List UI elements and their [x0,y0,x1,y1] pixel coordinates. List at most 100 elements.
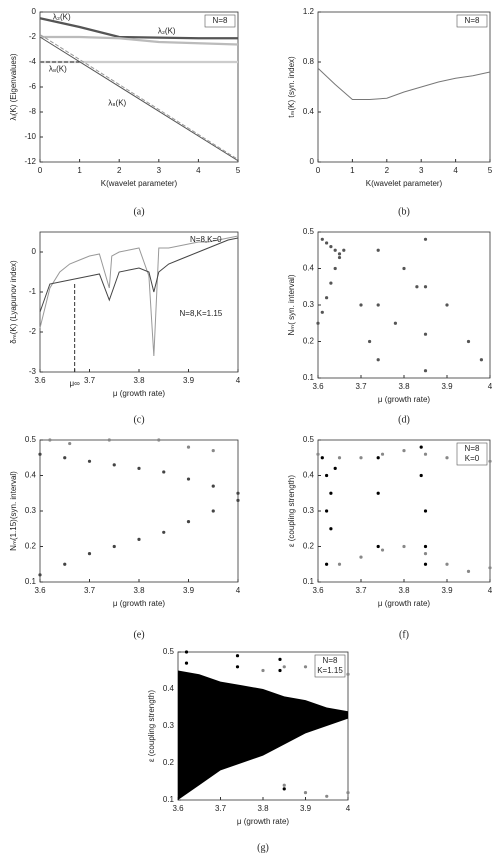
scatter-point [423,509,428,513]
x-axis-label: K(wavelet parameter) [366,179,443,188]
scatter-point [184,661,189,665]
x-axis-label: μ (growth rate) [378,395,431,404]
scatter-point [137,466,141,470]
scatter-point [423,562,428,566]
scatter-point [488,566,492,570]
legend-text: N=8 [323,656,338,665]
y-axis-label: Nₘ( syn. interval) [287,274,296,335]
scatter-point [402,449,406,453]
x-tick-label: 0 [316,166,321,175]
scatter-point [282,787,286,791]
x-axis-label: μ (growth rate) [113,389,166,398]
scatter-point [479,358,483,362]
x-tick-label: 3.9 [183,586,195,595]
line-series [39,36,239,162]
x-tick-label: 5 [236,166,241,175]
x-tick-label: 4 [236,376,241,385]
annotation: λ₈(K) [49,65,67,74]
y-tick-label: 0.3 [25,506,37,515]
scatter-point [346,791,350,795]
scatter-point [466,569,471,573]
annotation: N=8,K=0 [190,235,222,244]
scatter-point [38,452,42,456]
y-tick-label: -12 [24,157,36,166]
scatter-point [337,255,342,260]
y-tick-label: -10 [24,132,36,141]
scatter-point [402,266,406,271]
y-tick-label: -4 [29,57,37,66]
x-tick-label: 3.8 [398,586,410,595]
caption: (d) [398,414,410,425]
scatter-point [329,245,333,249]
scatter-point [87,459,92,463]
x-tick-label: 3.7 [84,586,96,595]
line-series [39,17,238,40]
scatter-point [337,562,342,566]
x-tick-label: 3.9 [183,376,195,385]
y-tick-label: 0.5 [303,435,315,444]
y-axis-label: ε (coupling strength) [147,690,156,762]
x-axis-label: μ (growth rate) [113,599,166,608]
scatter-point [423,452,428,456]
panel: 0.1 0.2 0.3 0.4 0.5 3.6 3.7 3.8 3.9 4 μ (growth ra… [287,227,493,425]
scatter-point [48,438,52,442]
scatter-point [316,452,320,456]
y-tick-label: 0.4 [25,471,37,480]
x-tick-label: 3.9 [441,586,453,595]
panel: -12 -10 -8 -6 -4 -2 0 0 1 2 3 4 5 K(wavelet parameter… [9,7,241,217]
scatter-point [278,657,282,662]
y-tick-label: 1.2 [303,7,315,16]
y-tick-label: 0.4 [163,684,175,693]
x-tick-label: 2 [385,166,390,175]
x-tick-label: 3.8 [133,376,145,385]
scatter-point [466,339,471,344]
x-tick-label: μ∞ [69,379,80,388]
scatter-point [235,665,240,669]
y-tick-label: 0.8 [303,57,315,66]
legend-text: K=1.15 [317,666,343,675]
y-tick-label: 0.1 [163,795,175,804]
scatter-point [329,527,333,531]
caption: (b) [398,206,410,217]
y-tick-label: 0.3 [163,721,175,730]
legend-box [314,654,346,678]
legend-box [204,14,236,28]
x-tick-label: 4 [346,804,351,813]
scatter-point [157,438,161,442]
scatter-point [325,296,329,300]
x-axis-label: μ (growth rate) [237,817,290,826]
x-tick-label: 3.7 [355,586,367,595]
x-tick-label: 3 [157,166,162,175]
x-axis-label: K(wavelet parameter) [101,179,178,188]
x-tick-label: 3.8 [398,382,410,391]
scatter-point [333,266,337,271]
x-tick-label: 3.7 [84,376,96,385]
scatter-point [325,509,329,513]
scatter-point [346,672,350,676]
scatter-point [359,303,363,307]
scatter-point [415,285,419,289]
scatter-point [380,548,385,552]
x-tick-label: 3.8 [133,586,145,595]
caption: (c) [133,414,144,425]
x-tick-label: 3.7 [215,804,227,813]
scatter-point [112,463,116,467]
y-axis-label: δₘ(K) (Lyapunov index) [9,260,18,344]
x-tick-label: 4 [488,382,493,391]
scatter-point [320,310,324,314]
y-axis-label: tₘ(K) (syn. index) [287,56,296,118]
scatter-point [38,573,42,577]
caption: (a) [133,206,144,217]
x-tick-label: 3.7 [355,382,367,391]
scatter-point [325,473,329,478]
scatter-point [320,237,324,241]
y-tick-label: 0.3 [303,300,315,309]
x-tick-label: 3.6 [172,804,184,813]
line-series [40,35,239,46]
y-tick-label: 0 [32,7,37,16]
scatter-point [63,562,67,566]
scatter-point [393,321,397,325]
line-series [39,34,239,160]
scatter-point [445,456,449,460]
